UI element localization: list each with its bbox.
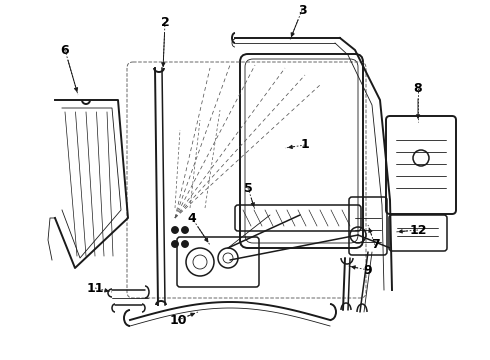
Text: 10: 10 xyxy=(169,314,187,327)
Text: 11: 11 xyxy=(86,282,104,294)
Text: 6: 6 xyxy=(61,44,69,57)
Text: 12: 12 xyxy=(409,224,427,237)
Text: 3: 3 xyxy=(298,4,306,17)
Text: 5: 5 xyxy=(244,181,252,194)
Text: 4: 4 xyxy=(188,211,196,225)
Circle shape xyxy=(172,226,178,234)
Circle shape xyxy=(172,240,178,248)
Text: 1: 1 xyxy=(301,139,309,152)
Circle shape xyxy=(181,240,189,248)
Text: 8: 8 xyxy=(414,81,422,94)
Text: 9: 9 xyxy=(364,264,372,276)
Text: 2: 2 xyxy=(161,15,170,28)
Text: 7: 7 xyxy=(370,238,379,252)
Circle shape xyxy=(181,226,189,234)
